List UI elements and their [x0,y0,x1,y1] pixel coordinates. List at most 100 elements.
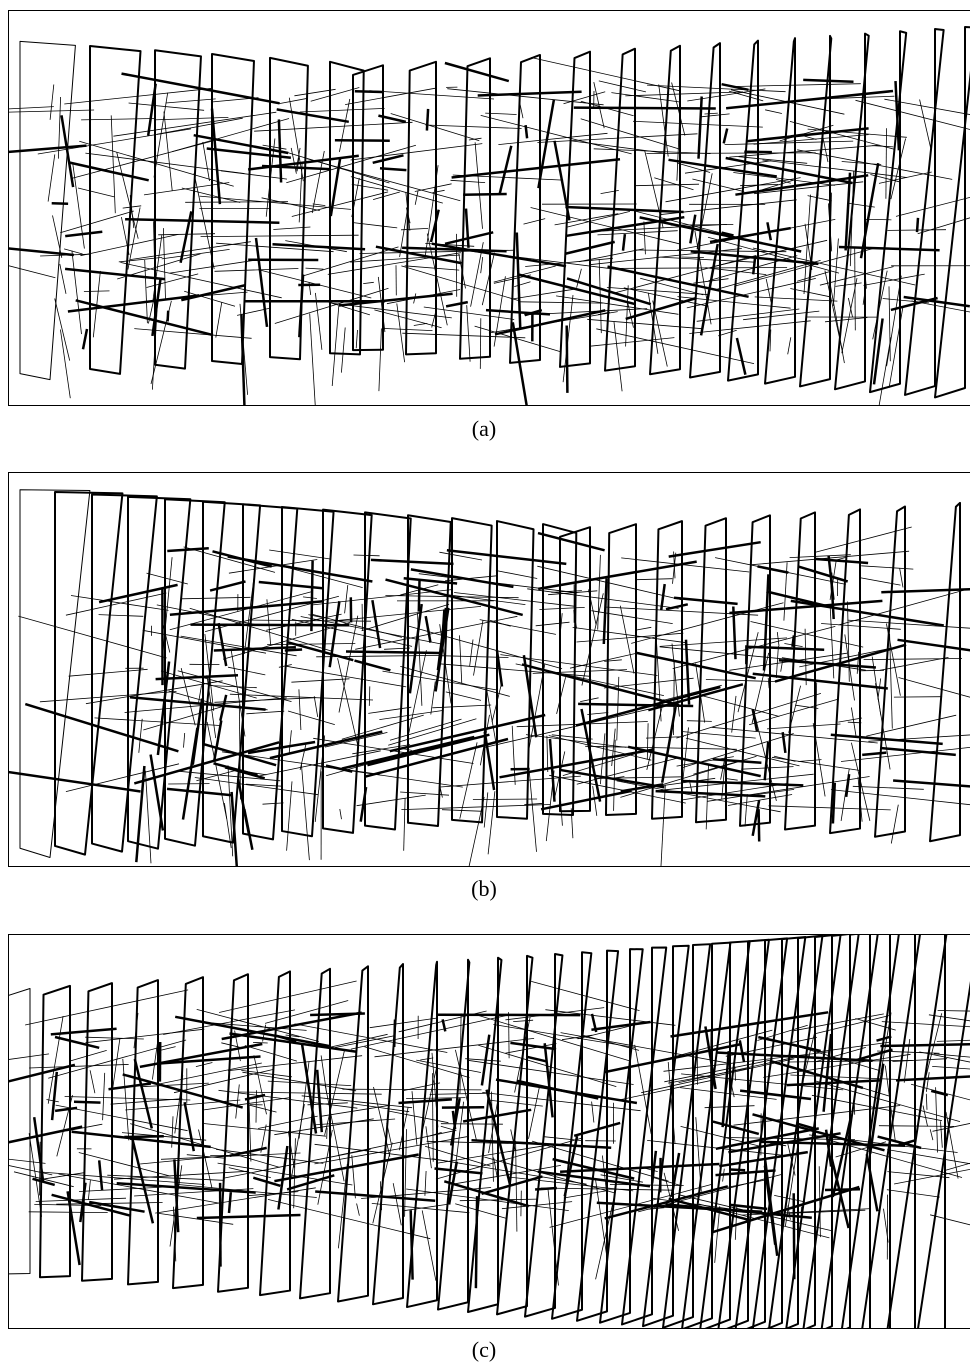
edge [183,728,197,820]
edge [287,642,353,660]
edge [454,593,574,607]
edge [633,121,763,127]
edge [355,91,384,92]
edge [838,718,862,722]
edge [864,659,962,660]
edge [737,338,746,375]
edge [130,1124,279,1168]
caption: (c) [472,1337,496,1362]
edge [825,318,867,322]
edge [557,677,566,714]
edge [0,146,87,153]
edge [732,696,736,733]
edge [353,1104,409,1112]
edge [441,1124,503,1125]
plane [800,36,831,387]
edge [496,1080,637,1103]
edge [819,1166,820,1237]
edge [662,707,675,783]
edge [287,781,292,850]
edge [412,1091,417,1145]
edge [805,629,806,685]
edge [25,704,178,751]
edge [620,268,788,269]
edge [269,550,330,559]
edge [401,228,428,229]
edge [726,779,737,781]
edge [565,207,683,212]
edge [687,278,816,308]
edge [862,753,886,755]
edge [357,1204,360,1216]
edge [831,735,943,744]
edge [314,696,318,717]
edge [754,712,776,801]
edge [598,231,678,235]
edge [81,119,155,120]
edge [527,589,678,609]
edge [475,142,482,229]
plane [212,54,254,364]
edge [427,234,447,326]
edge [351,177,443,204]
edge [822,133,828,163]
edge [99,615,144,617]
edge [285,650,302,651]
edge [125,219,279,223]
edge [853,786,924,789]
edge [790,289,830,297]
edge [647,723,648,759]
edge [585,746,737,749]
edge [69,162,149,180]
edge [930,1215,970,1241]
edge [72,251,82,335]
edge [787,1080,880,1085]
edge [268,1199,430,1238]
edge [514,282,530,287]
edge [882,1022,970,1031]
edge [292,619,412,646]
edge [531,58,679,91]
edge [696,1117,702,1192]
edge [384,648,410,649]
edge [926,1094,927,1110]
edge [357,795,426,806]
edge [312,590,453,606]
edge [431,681,436,714]
edge [103,1073,105,1120]
edge [524,219,546,225]
edge [408,626,562,669]
edge [0,770,141,792]
edge [777,632,779,646]
edge [518,275,635,305]
edge [439,664,590,677]
edge [692,179,744,192]
edge [637,627,652,630]
edge [555,141,570,221]
edge [415,184,452,192]
edge [215,269,299,272]
edge [197,1215,301,1218]
page: (a) (b) (c) (() => { const data = JSON.p… [0,0,970,1367]
edge [500,146,512,194]
edge [623,234,625,251]
edge [291,679,349,682]
edge [0,110,94,113]
plane [905,29,944,395]
edge [52,1072,57,1120]
edge [455,1050,476,1141]
plane [373,964,403,1304]
edge [114,1171,249,1179]
edge [490,620,511,626]
edge [578,1022,647,1039]
edge [181,285,245,300]
edge [529,773,536,852]
edge [574,108,716,109]
edge [78,188,114,197]
edge [178,771,280,781]
edge [825,271,843,353]
edge [937,1037,970,1042]
edge [25,990,188,1025]
edge [55,299,70,361]
edge [944,1157,970,1171]
